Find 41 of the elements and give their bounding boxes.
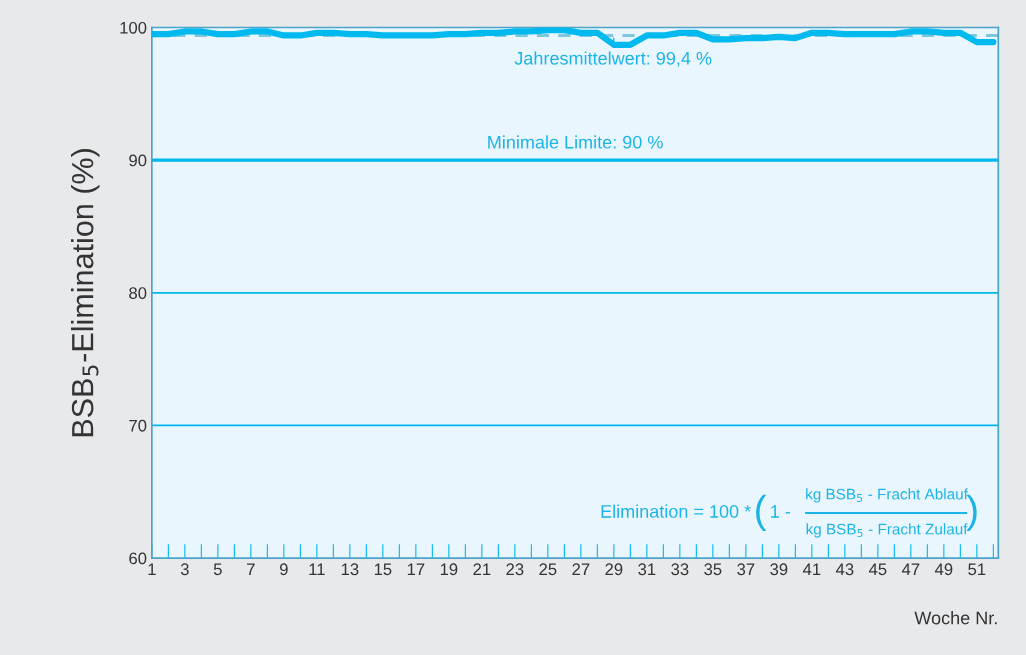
x-tick-label: 25 bbox=[539, 563, 557, 576]
x-tick-label: 3 bbox=[180, 563, 189, 576]
x-tick-label: 7 bbox=[247, 563, 255, 575]
x-tick-label: 49 bbox=[934, 563, 953, 576]
x-tick-label: 5 bbox=[213, 563, 222, 576]
x-tick-label: 29 bbox=[605, 563, 623, 576]
x-tick-label: 9 bbox=[280, 563, 288, 576]
x-tick-label: 47 bbox=[901, 563, 920, 575]
x-tick-label: 31 bbox=[638, 563, 656, 576]
y-axis-title: BSB$_{5}$-Elimination (%) bbox=[71, 149, 100, 437]
x-tick-label: 45 bbox=[868, 563, 887, 576]
x-tick-label: 19 bbox=[440, 563, 458, 576]
x-tick-label: 17 bbox=[407, 563, 425, 575]
x-tick-label: 43 bbox=[835, 563, 854, 576]
x-tick-label: 41 bbox=[802, 563, 821, 575]
x-tick-label: 35 bbox=[704, 563, 722, 576]
y-tick-label: 60 bbox=[129, 552, 147, 565]
annotation: kg BSB$_{5}$ - Fracht Zulauf bbox=[806, 523, 968, 538]
y-tick-label: 70 bbox=[129, 419, 147, 432]
x-tick-label: 21 bbox=[473, 563, 491, 575]
x-axis-title: Woche Nr. bbox=[914, 611, 997, 625]
y-tick-label: 90 bbox=[129, 154, 147, 167]
x-tick-label: 11 bbox=[309, 563, 325, 575]
annotation: Jahresmittelwert: 99,4 % bbox=[514, 51, 712, 67]
annotation: Elimination = 100 * bbox=[601, 504, 751, 518]
x-tick-label: 1 bbox=[148, 563, 156, 575]
y-tick-label: 80 bbox=[129, 287, 147, 299]
x-tick-label: 27 bbox=[572, 563, 590, 575]
ref-line-label: Minimale Limite: 90 % bbox=[488, 135, 663, 149]
annotation: 1 - bbox=[771, 505, 791, 518]
x-tick-label: 15 bbox=[374, 563, 392, 576]
annotation: ) bbox=[966, 494, 977, 532]
x-tick-label: 51 bbox=[968, 563, 986, 576]
annotation: ( bbox=[756, 494, 767, 532]
annotation: kg BSB$_{5}$ - Fracht Ablauf bbox=[806, 488, 968, 503]
x-tick-label: 37 bbox=[737, 563, 755, 576]
x-tick-label: 33 bbox=[671, 563, 689, 576]
x-tick-label: 39 bbox=[770, 563, 788, 576]
x-tick-label: 13 bbox=[341, 563, 359, 576]
x-tick-label: 23 bbox=[506, 563, 524, 576]
y-tick-label: 100 bbox=[120, 21, 147, 34]
